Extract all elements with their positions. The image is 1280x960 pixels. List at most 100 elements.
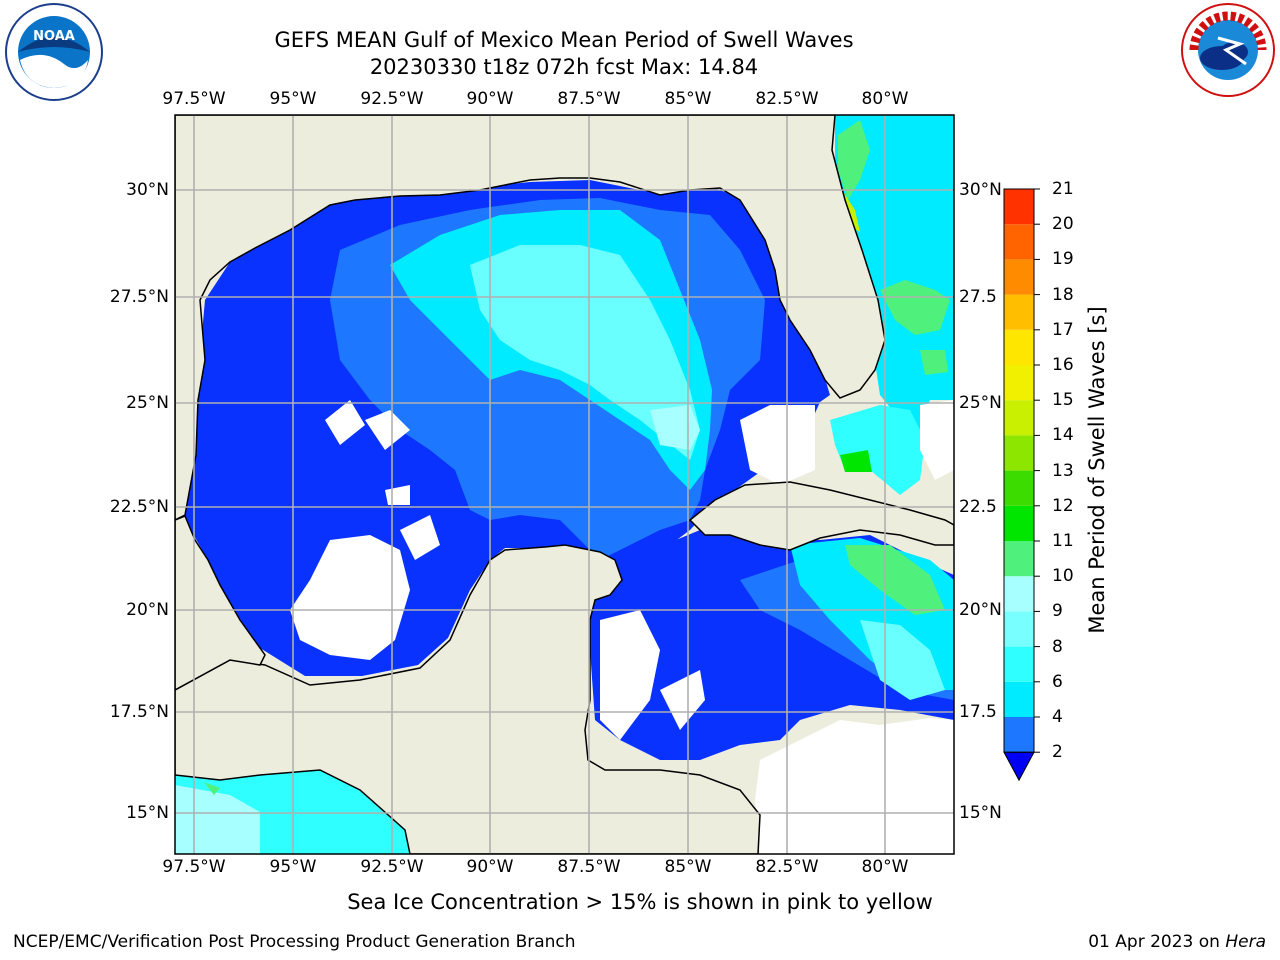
pacific-period-9-10 (204, 782, 220, 795)
caribbean-period-9-10 (845, 545, 945, 615)
colorbar-title: Mean Period of Swell Waves [s] (1085, 306, 1109, 634)
nws-logo (1181, 3, 1275, 97)
colorbar-segment (1004, 717, 1034, 753)
colorbar-segment (1004, 541, 1034, 577)
lat-label-left: 22.5°N (109, 497, 169, 517)
lat-label-left: 30°N (126, 180, 169, 200)
lat-label-left: 27.5°N (109, 287, 169, 307)
gulf-period-8-9 (470, 245, 700, 460)
atlantic-period-9-11 (920, 350, 948, 375)
lon-label-bottom: 95°W (269, 857, 317, 877)
lon-label-bottom: 90°W (466, 857, 514, 877)
colorbar-segment (1004, 611, 1034, 647)
footer-date: 01 Apr 2023 on Hera (1088, 932, 1266, 952)
lon-label-bottom: 82.5°W (755, 857, 819, 877)
colorbar (1003, 188, 1040, 782)
colorbar-tick-label: 14 (1052, 425, 1074, 446)
colorbar-tick-label: 9 (1052, 601, 1063, 622)
bahamas-swell-field (830, 405, 925, 495)
colorbar-segment (1004, 646, 1034, 682)
caribbean-missing-patch (600, 610, 660, 740)
colorbar-segment (1004, 505, 1034, 541)
atlantic-period-9-11 (880, 280, 950, 335)
colorbar-tick-label: 10 (1052, 566, 1074, 587)
yucatan-land (175, 544, 761, 854)
lon-label-top: 95°W (269, 89, 317, 109)
lat-label-left: 17.5°N (109, 702, 169, 722)
caribbean-missing-patch (660, 670, 705, 730)
noaa-logo: NOAA (5, 3, 103, 101)
colorbar-segment (1004, 259, 1034, 295)
colorbar-segment (1004, 681, 1034, 717)
colorbar-segment (1004, 294, 1034, 330)
colorbar-segment (1004, 365, 1034, 401)
map-frame (174, 114, 955, 855)
colorbar-tick-label: 18 (1052, 284, 1074, 305)
lat-label-left: 15°N (126, 803, 169, 823)
lon-label-bottom: 80°W (861, 857, 909, 877)
lat-label-right: 25°N (959, 393, 1002, 413)
lat-label-right: 20°N (959, 600, 1002, 620)
colorbar-segment (1004, 435, 1034, 471)
lon-label-top: 80°W (861, 89, 909, 109)
lon-label-bottom: 87.5°W (557, 857, 621, 877)
gulf-missing-patch (365, 410, 410, 450)
caribbean-missing-patch (755, 718, 954, 854)
gulf-missing-patch (290, 535, 410, 660)
colorbar-tick-label: 6 (1052, 671, 1063, 692)
lat-label-right: 27.5 (959, 287, 997, 307)
lon-label-top: 87.5°W (557, 89, 621, 109)
colorbar-segment (1004, 576, 1034, 612)
colorbar-extend-arrow (1003, 751, 1035, 782)
atlantic-period-9-11 (838, 120, 870, 200)
colorbar-segment (1004, 224, 1034, 260)
bahamas-missing-patch (920, 400, 954, 480)
lat-label-right: 22.5 (959, 497, 997, 517)
west-mexico-land (175, 515, 266, 691)
colorbar-tick-label: 2 (1052, 742, 1063, 763)
footer-credit: NCEP/EMC/Verification Post Processing Pr… (13, 932, 576, 952)
bahamas-period-10-11 (840, 450, 872, 472)
colorbar-tick-label: 15 (1052, 390, 1074, 411)
lat-label-left: 20°N (126, 600, 169, 620)
colorbar-tick-label: 11 (1052, 531, 1074, 551)
gulf-missing-patch (740, 405, 815, 485)
lon-label-top: 92.5°W (360, 89, 424, 109)
map-subtitle: 20230330 t18z 072h fcst Max: 14.84 (369, 55, 759, 79)
footer-date-text: 01 Apr 2023 on (1088, 932, 1226, 952)
colorbar-tick-label: 21 (1052, 179, 1074, 199)
lon-label-bottom: 97.5°W (162, 857, 226, 877)
colorbar-tick-label: 13 (1052, 460, 1074, 481)
lat-label-right: 30°N (959, 180, 1002, 200)
atlantic-period-13-15 (842, 190, 860, 232)
us-coast-land (175, 115, 886, 521)
map-panel (175, 115, 954, 854)
colorbar-tick-label: 19 (1052, 249, 1074, 270)
colorbar-segment (1004, 400, 1034, 436)
lon-label-top: 97.5°W (162, 89, 226, 109)
colorbar-segment (1004, 470, 1034, 506)
colorbar-tick-label: 16 (1052, 355, 1074, 375)
gulf-missing-patch (400, 515, 440, 560)
map-title: GEFS MEAN Gulf of Mexico Mean Period of … (274, 28, 854, 52)
gulf-missing-patch (325, 400, 365, 445)
cuba-land (688, 481, 954, 551)
sea-ice-note: Sea Ice Concentration > 15% is shown in … (347, 890, 933, 914)
lat-label-left: 25°N (126, 393, 169, 413)
lon-label-top: 82.5°W (755, 89, 819, 109)
map-grid (175, 115, 954, 854)
lon-label-top: 85°W (664, 89, 712, 109)
caribbean-period-8-9 (860, 620, 945, 700)
colorbar-tick-label: 20 (1052, 214, 1074, 235)
lon-label-bottom: 85°W (664, 857, 712, 877)
lon-label-bottom: 92.5°W (360, 857, 424, 877)
colorbar-tick-label: 8 (1052, 636, 1063, 657)
colorbar-tick-label: 17 (1052, 319, 1074, 340)
colorbar-tick-label: 12 (1052, 495, 1074, 516)
colorbar-segment (1004, 189, 1034, 225)
colorbar-segment (1004, 329, 1034, 365)
footer-host: Hera (1225, 932, 1266, 952)
colorbar-tick-label: 4 (1052, 707, 1063, 727)
lat-label-right: 15°N (959, 803, 1002, 823)
